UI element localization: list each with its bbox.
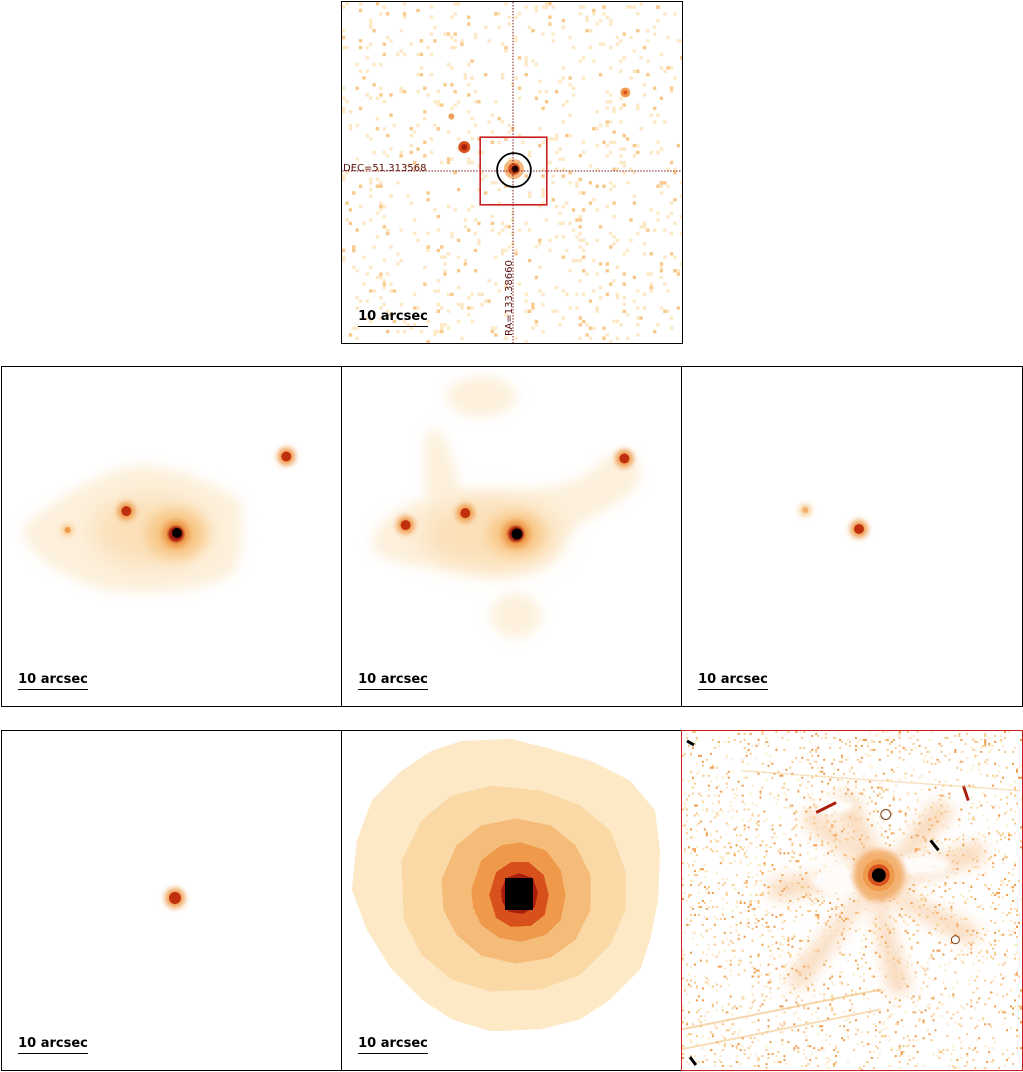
panel-middle-left: 10 arcsec	[1, 366, 342, 707]
scale-line	[18, 689, 88, 690]
scale-bar: 10 arcsec	[358, 310, 428, 327]
scale-label: 10 arcsec	[358, 1036, 428, 1051]
scale-line	[18, 1053, 88, 1054]
panel-bottom-left: 10 arcsec	[1, 730, 342, 1071]
sky-image-bottom-left	[165, 888, 185, 908]
scale-bar: 10 arcsec	[18, 1037, 88, 1054]
sky-image-bottom-center	[351, 738, 661, 1032]
sky-image-top	[342, 2, 682, 343]
sky-image-middle-right	[799, 504, 868, 538]
scale-line	[698, 689, 768, 690]
scale-label: 10 arcsec	[358, 672, 428, 687]
panel-middle-center: 10 arcsec	[341, 366, 683, 707]
sky-image-middle-center	[371, 376, 641, 638]
scale-label: 10 arcsec	[18, 1036, 88, 1051]
scale-bar: 10 arcsec	[18, 673, 88, 690]
panel-top: DEC=51.313568 RA=133.38660 10 arcsec	[341, 1, 683, 344]
scale-label: 10 arcsec	[698, 672, 768, 687]
scale-line	[358, 1053, 428, 1054]
sky-image-bottom-right	[682, 731, 1022, 1070]
scale-bar: 10 arcsec	[358, 1037, 428, 1054]
panel-bottom-center: 10 arcsec	[341, 730, 683, 1071]
scale-bar: 10 arcsec	[358, 673, 428, 690]
ra-label: RA=133.38660	[504, 260, 515, 336]
scale-line	[358, 689, 428, 690]
dec-label: DEC=51.313568	[343, 163, 427, 174]
zoom-box	[479, 136, 548, 206]
scale-label: 10 arcsec	[18, 672, 88, 687]
sky-image-middle-left	[21, 447, 296, 593]
source-circle	[496, 152, 532, 188]
scale-bar: 10 arcsec	[698, 673, 768, 690]
scale-label: 10 arcsec	[358, 309, 428, 324]
panel-middle-right: 10 arcsec	[681, 366, 1023, 707]
panel-bottom-right	[681, 730, 1023, 1071]
scale-line	[358, 326, 428, 327]
